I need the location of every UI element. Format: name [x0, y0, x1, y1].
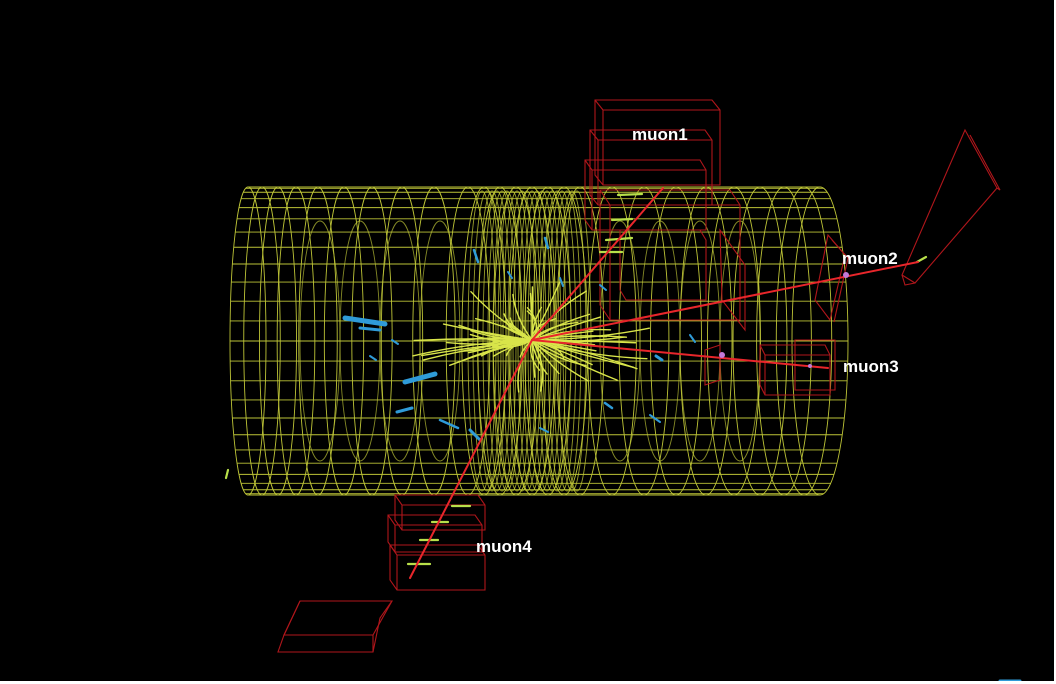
charged-track	[531, 339, 593, 366]
muon3-label: muon3	[843, 357, 899, 376]
muon-chamber-stack-4	[277, 494, 486, 653]
charged-track	[531, 339, 618, 381]
charged-track	[492, 339, 533, 357]
muon2-hit-marker	[843, 272, 849, 278]
muon-chamber-stack-1	[584, 99, 746, 332]
muon-chamber-stack-2	[814, 128, 1001, 323]
muon1-label: muon1	[632, 125, 688, 144]
calorimeter-deposits	[342, 236, 1022, 681]
charged-track	[512, 293, 533, 341]
muon-tracks	[409, 187, 919, 579]
muon4-track	[409, 339, 533, 579]
muon2-track	[531, 261, 919, 341]
muon-chamber-stack-3	[704, 339, 836, 396]
charged-track	[469, 333, 533, 342]
muon1-track	[531, 187, 664, 341]
muon3-outer-hit-marker	[808, 364, 812, 368]
muon-labels: muon1 muon2 muon3 muon4	[476, 125, 899, 556]
muon-hit-markers	[719, 272, 849, 368]
muon-chambers	[277, 99, 1001, 653]
muon4-label: muon4	[476, 537, 532, 556]
muon3-hit-marker	[719, 352, 725, 358]
charged-track	[509, 317, 533, 341]
muon3-track	[531, 339, 829, 369]
inner-detector-tracks	[412, 281, 651, 393]
charged-track	[531, 339, 548, 375]
charged-track	[531, 339, 589, 382]
muon2-label: muon2	[842, 249, 898, 268]
charged-track	[531, 281, 561, 341]
charged-track	[442, 323, 533, 341]
